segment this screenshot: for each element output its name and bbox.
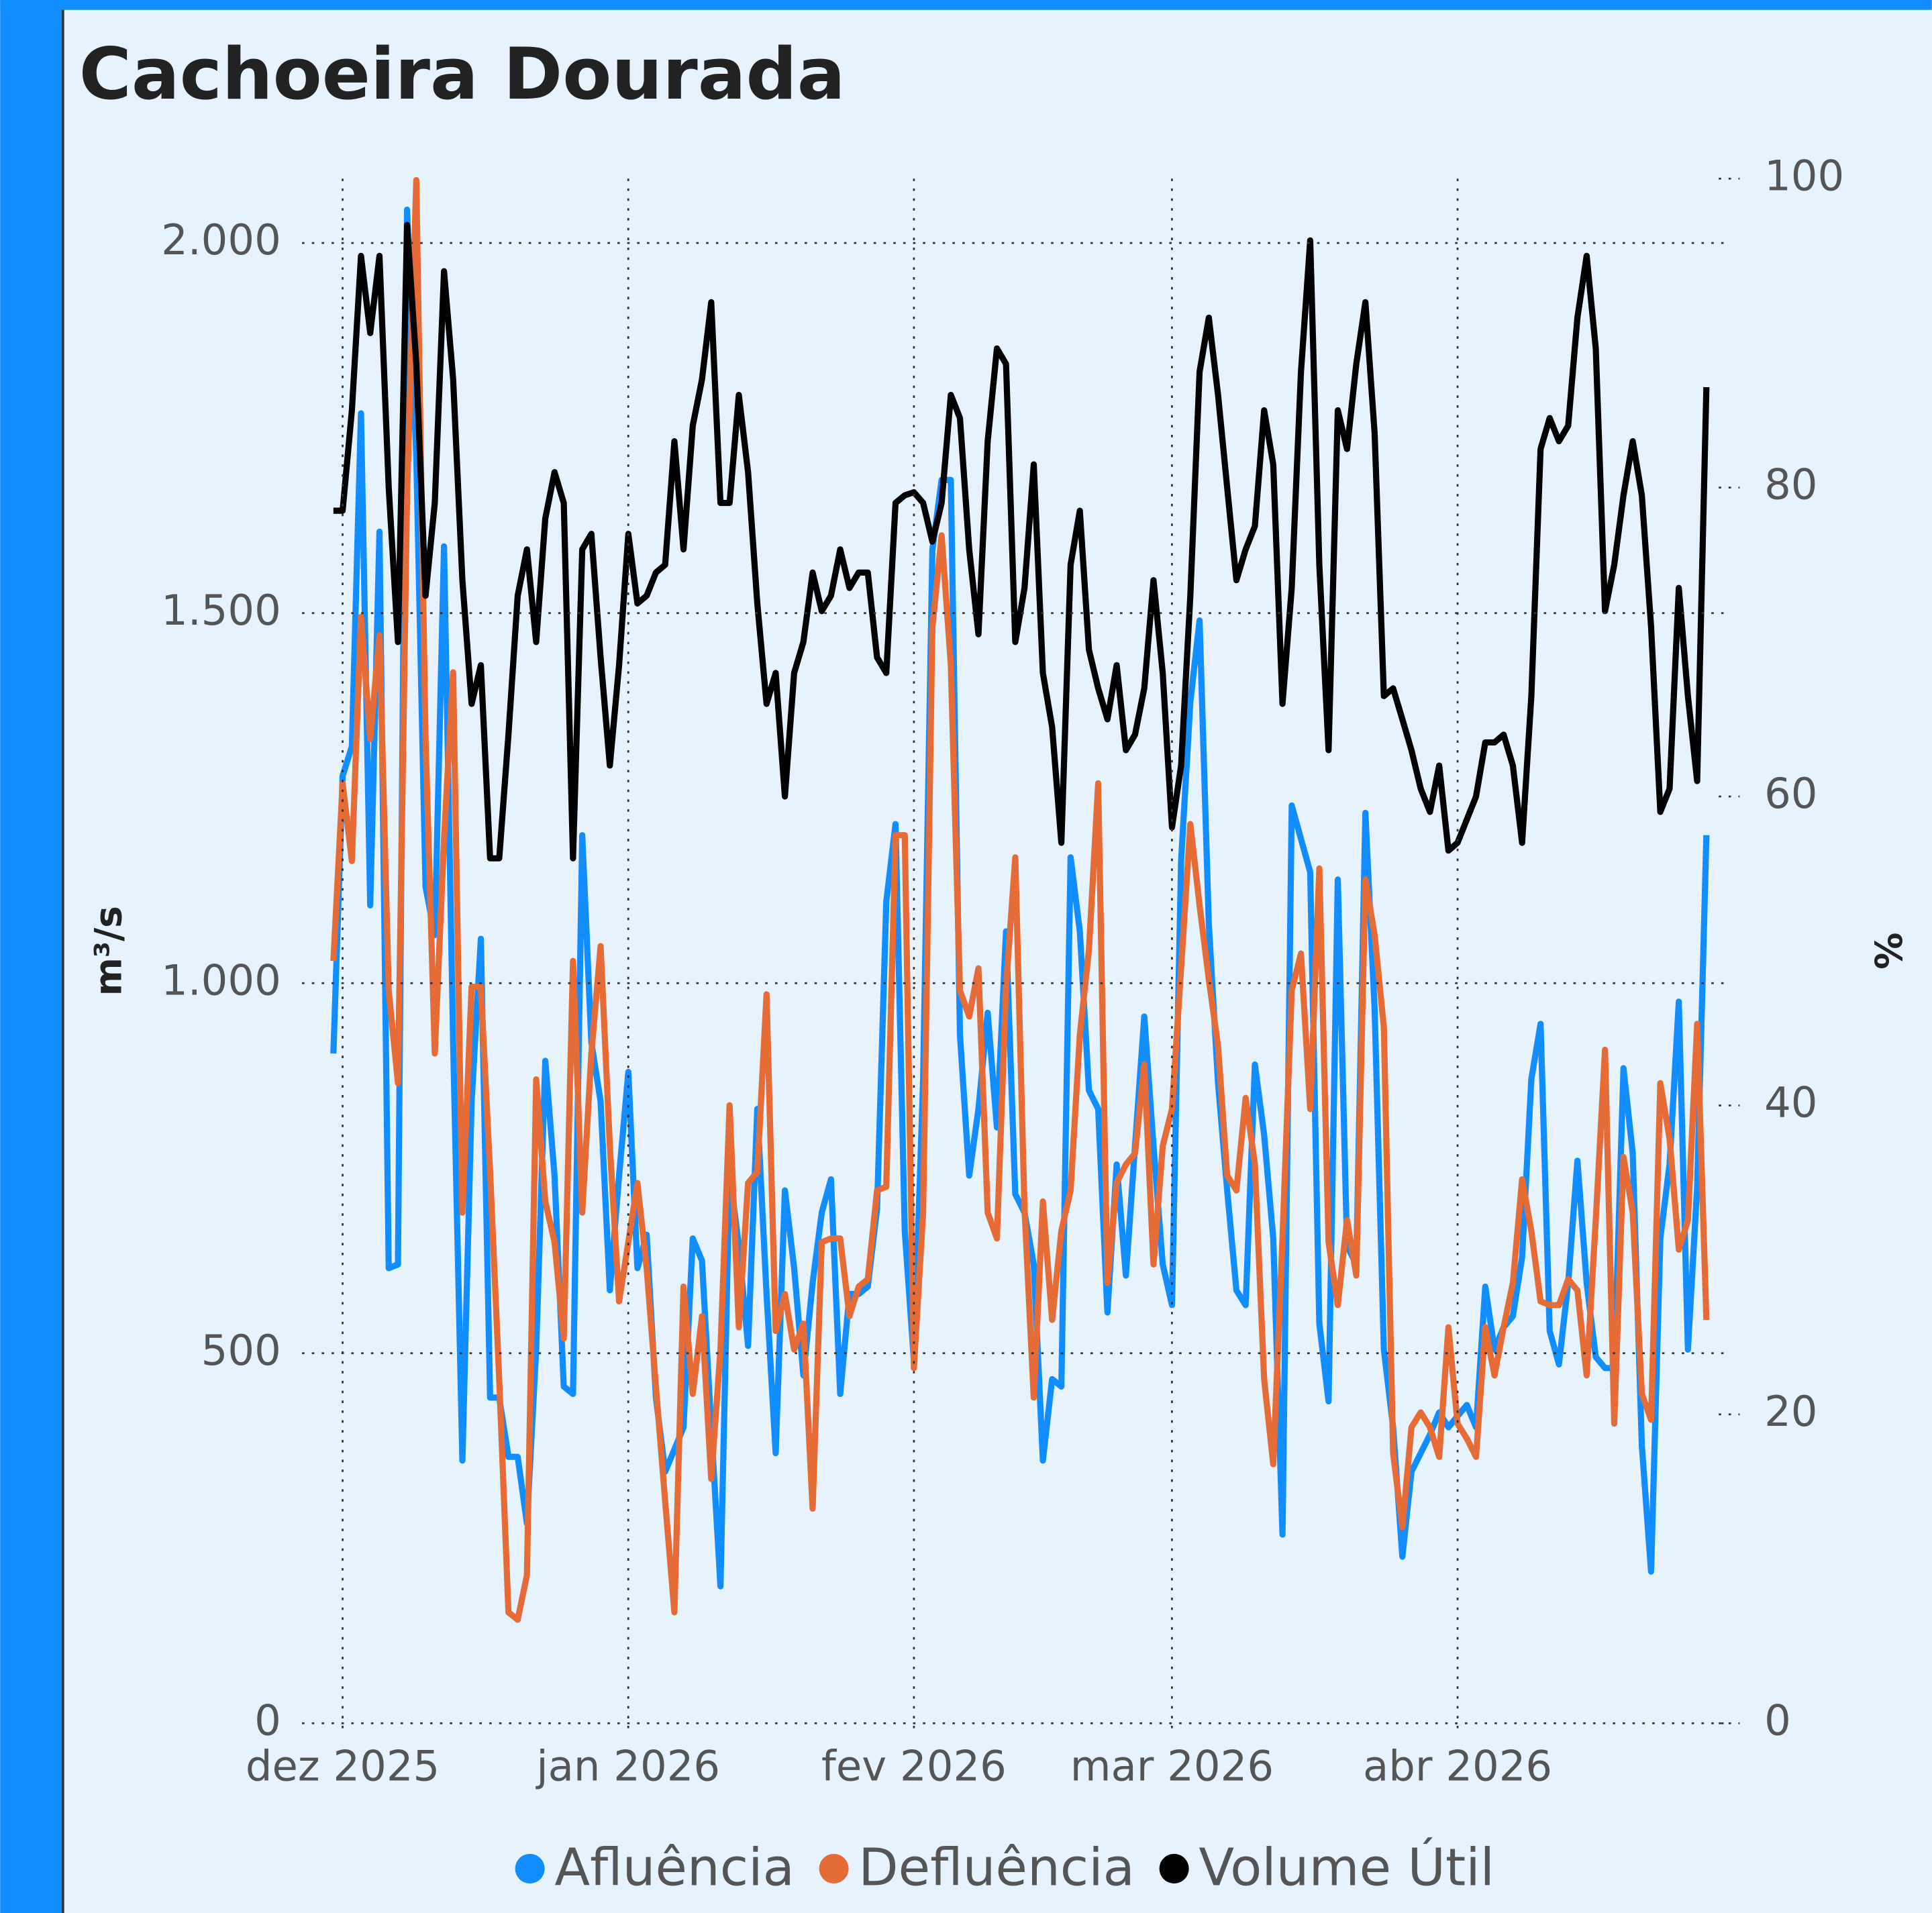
y2-tick-label: 0 — [1764, 1696, 1791, 1745]
y-tick-label: 2.000 — [161, 215, 281, 264]
y-axis-title: m³/s — [87, 906, 130, 996]
legend: Afluência Defluência Volume Útil — [515, 1837, 1494, 1898]
y-tick-label: 0 — [254, 1696, 281, 1745]
y2-tick-label: 80 — [1764, 460, 1817, 509]
legend-marker — [819, 1853, 849, 1883]
series-line — [333, 221, 1710, 862]
x-tick-label: abr 2026 — [1363, 1741, 1552, 1790]
y-tick-label: 1.000 — [161, 955, 281, 1004]
y2-tick-label: 40 — [1764, 1078, 1817, 1127]
plot-area — [330, 176, 1710, 1623]
top-accent — [0, 0, 1932, 10]
legend-label: Volume Útil — [1199, 1837, 1494, 1898]
legend-label: Afluência — [554, 1838, 795, 1898]
legend-marker — [515, 1853, 545, 1883]
legend-marker — [1159, 1853, 1189, 1883]
y-tick-label: 1.500 — [161, 586, 281, 635]
left-accent — [0, 0, 62, 1913]
x-tick-label: fev 2026 — [821, 1741, 1007, 1790]
y-tick-label: 500 — [201, 1326, 281, 1375]
x-tick-label: jan 2026 — [535, 1741, 720, 1790]
y2-tick-label: 60 — [1764, 769, 1817, 818]
x-tick-label: dez 2025 — [246, 1741, 440, 1790]
y2-tick-label: 20 — [1764, 1387, 1817, 1436]
legend-label: Defluência — [858, 1838, 1135, 1898]
y2-axis-title: % — [1866, 933, 1909, 970]
chart-title: Cachoeira Dourada — [79, 33, 846, 116]
series-line — [330, 176, 1710, 1623]
x-tick-label: mar 2026 — [1070, 1741, 1274, 1790]
y2-tick-label: 100 — [1764, 151, 1844, 200]
